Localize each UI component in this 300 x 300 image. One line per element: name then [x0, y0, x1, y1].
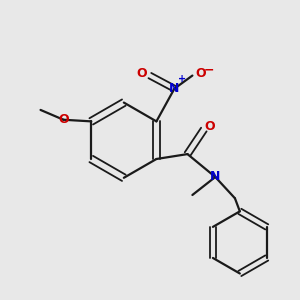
Text: O: O: [58, 113, 69, 126]
Text: +: +: [178, 74, 186, 85]
Text: N: N: [169, 82, 180, 95]
Text: O: O: [204, 120, 215, 134]
Text: O: O: [136, 68, 147, 80]
Text: O: O: [195, 68, 206, 80]
Text: −: −: [204, 63, 215, 76]
Text: N: N: [210, 170, 220, 184]
